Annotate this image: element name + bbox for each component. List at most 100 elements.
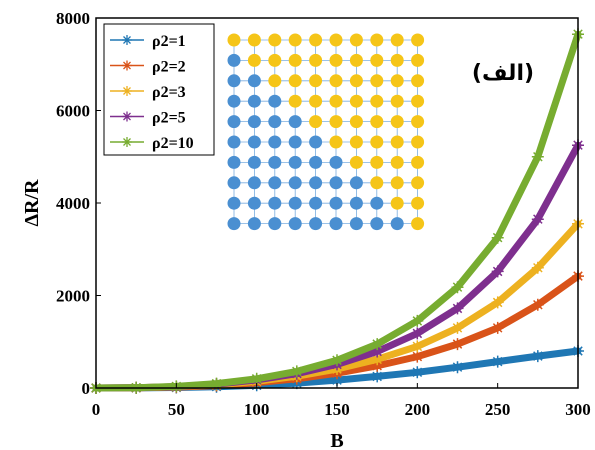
lattice-site-blue [268,217,282,231]
lattice-site-yellow [390,74,404,88]
lattice-site-blue [288,196,302,210]
series-point [451,281,464,294]
lattice-site-blue [227,53,241,67]
series-point [331,354,343,367]
lattice-site-blue [227,94,241,108]
lattice-site-yellow [329,53,343,67]
y-tick-label: 8000 [56,9,90,28]
series-point [411,350,424,363]
lattice-site-blue [268,115,282,129]
lattice-site-yellow [288,33,302,47]
lattice-site-blue [370,196,384,210]
lattice-site-yellow [390,155,404,169]
series-point [411,314,424,327]
lattice-site-yellow [329,135,343,149]
legend-label: ρ2=1 [152,33,186,50]
lattice-site-blue [329,176,343,190]
lattice-site-yellow [370,135,384,149]
lattice-site-yellow [349,94,363,108]
lattice-site-yellow [329,115,343,129]
lattice-site-blue [309,196,323,210]
lattice-site-yellow [349,74,363,88]
lattice-site-yellow [349,155,363,169]
lattice-site-yellow [411,135,425,149]
lattice-site-blue [349,217,363,231]
lattice-site-blue [268,155,282,169]
lattice-site-blue [247,74,261,88]
lattice-site-blue [390,217,404,231]
lattice-site-yellow [268,33,282,47]
x-tick-label: 50 [168,400,185,419]
series-point [411,327,424,340]
lattice-site-blue [329,155,343,169]
lattice-site-blue [329,217,343,231]
axes-group: 0 50 100 150 200 250 300 0 2000 4000 6000 8000 [56,9,591,419]
y-axis-title: ΔR/R [21,179,43,227]
x-tick-label: 0 [92,400,101,419]
lattice-site-blue [349,176,363,190]
lattice-site-blue [288,135,302,149]
lattice-site-yellow [370,155,384,169]
lattice-site-yellow [370,94,384,108]
lattice-site-yellow [349,135,363,149]
lattice-site-yellow [370,53,384,67]
series-point [491,231,504,244]
lattice-site-blue [227,196,241,210]
series-point [411,340,424,353]
x-axis-title: B [330,430,343,450]
annotation-label: (الف) [472,61,534,86]
lattice-site-yellow [390,196,404,210]
series-point [371,338,384,351]
series-point [531,350,544,363]
series-point [250,372,263,385]
series-point [531,298,544,311]
lattice-site-blue [227,217,241,231]
lattice-site-blue [309,217,323,231]
lattice-site-blue [309,135,323,149]
lattice-site-blue [227,135,241,149]
lattice-site-blue [288,115,302,129]
series-point [451,321,464,334]
series-point [451,338,464,351]
y-tick-label: 4000 [56,194,90,213]
lattice-site-blue [268,135,282,149]
series-point [491,296,504,309]
lattice-site-blue [329,196,343,210]
lattice-site-yellow [349,53,363,67]
legend-marker [122,137,132,147]
lattice-site-blue [247,155,261,169]
lattice-site-blue [268,176,282,190]
series-point [210,377,223,390]
lattice-site-yellow [309,74,323,88]
legend-label: ρ2=3 [152,84,186,101]
series-point [371,353,384,366]
lattice-site-yellow [247,53,261,67]
legend-marker [122,60,132,71]
lattice-site-yellow [370,176,384,190]
lattice-site-yellow [390,176,404,190]
lattice-site-yellow [411,217,425,231]
lattice-site-yellow [370,74,384,88]
legend-box [103,23,215,156]
lattice-site-blue [247,217,261,231]
lattice-site-blue [288,155,302,169]
lattice-site-yellow [288,94,302,108]
series-point [411,366,424,379]
series-point [451,361,464,374]
lattice-site-yellow [411,176,425,190]
lattice-site-yellow [411,115,425,129]
lattice-site-blue [247,176,261,190]
lattice-site-blue [309,176,323,190]
series-point [531,261,544,274]
legend-label: ρ2=5 [152,110,186,127]
lattice-site-blue [227,155,241,169]
lattice-site-blue [247,135,261,149]
lattice-site-yellow [390,53,404,67]
legend: ρ2=1 ρ2=2 ρ2=3 ρ2=5 ρ2=10 [103,23,215,156]
lattice-site-yellow [309,53,323,67]
lattice-site-yellow [411,33,425,47]
series-point [531,150,544,163]
series-point [451,302,464,315]
lattice-site-yellow [411,196,425,210]
y-tick-label: 6000 [56,102,90,121]
